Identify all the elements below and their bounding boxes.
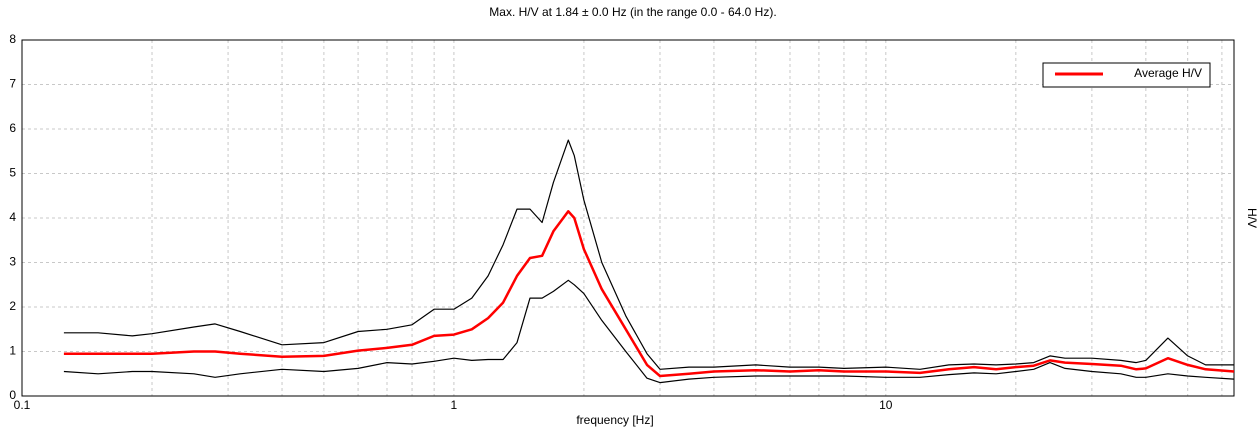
x-tick-label: 10	[879, 398, 893, 412]
y-axis-label: H/V	[1245, 208, 1259, 228]
series-line	[63, 210, 1235, 378]
series-line	[63, 279, 1235, 384]
y-tick-label: 7	[9, 77, 16, 91]
y-tick-label: 0	[9, 388, 16, 402]
y-tick-label: 5	[9, 166, 16, 180]
legend-box	[1042, 62, 1211, 88]
y-tick-label: 8	[9, 32, 16, 46]
x-axis-label: frequency [Hz]	[576, 413, 653, 427]
plot-frame	[21, 39, 1235, 397]
x-tick-label: 1	[451, 398, 458, 412]
chart-title: Max. H/V at 1.84 ± 0.0 Hz (in the range …	[489, 5, 776, 19]
y-tick-label: 4	[9, 210, 16, 224]
legend-label: Average H/V	[1134, 66, 1202, 80]
y-tick-label: 1	[9, 344, 16, 358]
y-tick-label: 3	[9, 255, 16, 269]
y-tick-label: 6	[9, 121, 16, 135]
x-tick-label: 0.1	[14, 398, 31, 412]
y-tick-label: 2	[9, 299, 16, 313]
series-line	[63, 139, 1234, 370]
